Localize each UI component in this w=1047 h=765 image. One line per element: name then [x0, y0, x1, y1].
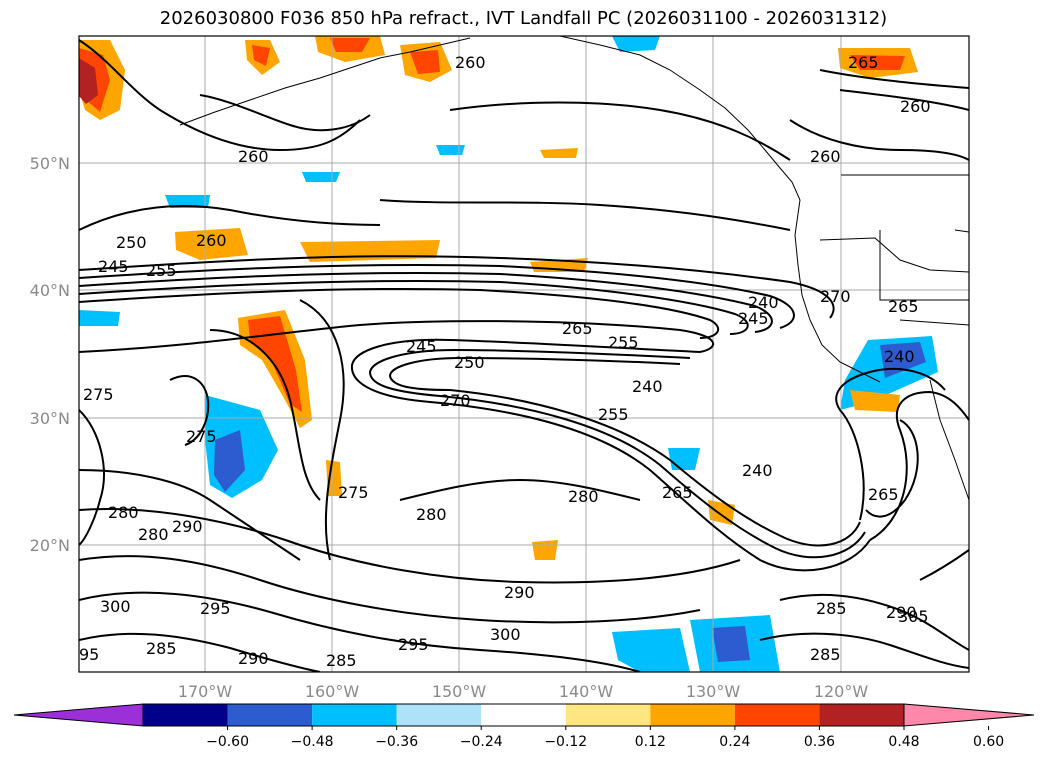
colorbar-tick-label: −0.24	[460, 734, 503, 750]
contour-label: 280	[568, 487, 599, 506]
contour-label: 285	[326, 651, 357, 670]
contour-label: 240	[742, 461, 773, 480]
colorbar-segment	[819, 704, 904, 726]
contour-label: 260	[238, 147, 269, 166]
contour-label: 265	[662, 483, 693, 502]
lat-label: 50°N	[30, 154, 70, 173]
contour-label: 265	[562, 319, 593, 338]
colorbar-tick-label: 0.24	[719, 734, 750, 750]
colorbar-segment	[481, 704, 566, 726]
contour-label: 295	[398, 635, 429, 654]
contour-label: 240	[884, 347, 915, 366]
lon-label: 120°W	[814, 682, 869, 701]
colorbar-tick-label: −0.12	[544, 734, 587, 750]
contour-label: 245	[738, 309, 769, 328]
colorbar-tick-label: 0.48	[888, 734, 919, 750]
plot-area	[79, 36, 969, 672]
contour-label: 255	[608, 333, 639, 352]
latitude-labels: 50°N 40°N 30°N 20°N	[30, 154, 70, 555]
contour-label: 245	[406, 337, 437, 356]
colorbar-tick-label: −0.48	[291, 734, 334, 750]
contour-label: 255	[146, 261, 177, 280]
lon-label: 140°W	[559, 682, 614, 701]
contour-label: 260	[455, 53, 486, 72]
colorbar-tick-label: 0.60	[973, 734, 1004, 750]
contour-label: 265	[848, 53, 879, 72]
colorbar-tick-label: −0.60	[206, 734, 249, 750]
colorbar-segment	[734, 704, 820, 726]
contour-label: 260	[810, 147, 841, 166]
contour-label: 300	[490, 625, 521, 644]
lat-label: 30°N	[30, 409, 70, 428]
contour-label: 280	[108, 503, 139, 522]
contour-label: 275	[83, 385, 114, 404]
plot-frame	[78, 35, 970, 673]
colorbar-extend-left	[13, 703, 144, 727]
coastlines	[179, 36, 969, 501]
contour-label: 240	[748, 293, 779, 312]
contour-label: 260	[900, 97, 931, 116]
colorbar-extend-right	[903, 703, 1035, 727]
contour-label: 285	[146, 639, 177, 658]
colorbar-frame	[142, 703, 905, 727]
lon-label: 130°W	[686, 682, 741, 701]
colorbar-segment	[396, 704, 482, 726]
contour-label-group: 260 265 260 260 260 260 250 245 255 245 …	[79, 53, 931, 670]
contour-label: 280	[416, 505, 447, 524]
contour-label: 300	[100, 597, 131, 616]
colorbar-tick-label: 0.36	[804, 734, 835, 750]
colorbar-segment	[312, 704, 397, 726]
colorbar-tick-label: 0.12	[635, 734, 666, 750]
contour-label: 285	[816, 599, 847, 618]
contour-label: 265	[868, 485, 899, 504]
colorbar-segment	[565, 704, 651, 726]
contour-label: 275	[186, 427, 217, 446]
contour-label: 290	[886, 603, 917, 622]
lon-label: 160°W	[305, 682, 360, 701]
colorbar-tick-label: −0.36	[375, 734, 418, 750]
colorbar-segment	[143, 704, 228, 726]
colorbar-segment	[227, 704, 313, 726]
contour-label: 305	[898, 607, 929, 626]
contour-label: 265	[888, 297, 919, 316]
contour-label: 240	[632, 377, 663, 396]
contour-label: 270	[820, 287, 851, 306]
contour-label: 275	[338, 483, 369, 502]
contour-lines	[79, 39, 969, 672]
contour-label: 285	[810, 645, 841, 664]
contour-label: 290	[504, 583, 535, 602]
lat-label: 20°N	[30, 536, 70, 555]
lon-label: 170°W	[178, 682, 233, 701]
colorbar: −0.60 −0.48 −0.36 −0.24 −0.12 0.12 0.24 0.36 0.4…	[13, 703, 1035, 750]
contour-label: 245	[98, 257, 129, 276]
contour-label: 250	[116, 233, 147, 252]
contour-label: 290	[172, 517, 203, 536]
colorbar-segment	[650, 704, 735, 726]
lat-label: 40°N	[30, 281, 70, 300]
contour-label: 95	[79, 645, 99, 664]
contour-label: 260	[196, 231, 227, 250]
contour-label: 255	[598, 405, 629, 424]
contour-label: 295	[200, 599, 231, 618]
lon-label: 150°W	[432, 682, 487, 701]
contour-label: 290	[238, 649, 269, 668]
map-title: 2026030800 F036 850 hPa refract., IVT La…	[159, 8, 888, 29]
contour-label: 270	[440, 391, 471, 410]
contour-label: 250	[454, 353, 485, 372]
longitude-labels: 170°W 160°W 150°W 140°W 130°W 120°W	[178, 682, 869, 701]
contour-label: 280	[138, 525, 169, 544]
